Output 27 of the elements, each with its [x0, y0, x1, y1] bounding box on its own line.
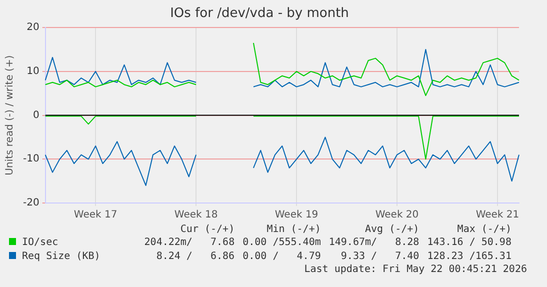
y-tick-label: 0	[32, 110, 40, 121]
text: 149.67m/ 8.28	[328, 236, 420, 250]
text: Avg (-/+)	[364, 224, 420, 236]
text: 204.22m/ 7.68	[143, 236, 236, 250]
text: Cur (-/+)	[179, 224, 236, 236]
text: 128.23 /165.31	[426, 250, 512, 264]
text: 9.33 / 7.40	[340, 250, 420, 264]
x-tick-label: Week 18	[174, 210, 218, 221]
text: Min (-/+)	[266, 224, 322, 236]
text: 0.00 /555.40m	[242, 236, 322, 250]
y-tick-label: 20	[26, 22, 40, 34]
text: Max (-/+)	[456, 224, 512, 236]
y-tick-label: -20	[22, 198, 40, 209]
x-tick-label: Week 21	[476, 210, 520, 221]
y-axis-title: Units read (-) / write (+)	[4, 55, 16, 176]
x-tick-label: Week 19	[274, 210, 318, 221]
text: Last update: Fri May 22 00:45:21 2026	[303, 264, 528, 276]
text: 8.24 / 6.86	[155, 250, 236, 264]
y-tick-label: -10	[22, 154, 40, 165]
legend-label: Req Size (KB)	[21, 250, 102, 264]
chart-title: IOs for /dev/vda - by month	[170, 6, 349, 22]
text: 0.00 / 4.79	[242, 250, 322, 264]
legend-label: IO/sec	[21, 236, 60, 250]
y-tick-label: 10	[26, 66, 40, 78]
x-tick-label: Week 20	[375, 210, 419, 221]
text: 143.16 / 50.98	[426, 236, 512, 250]
x-tick-label: Week 17	[74, 210, 118, 221]
